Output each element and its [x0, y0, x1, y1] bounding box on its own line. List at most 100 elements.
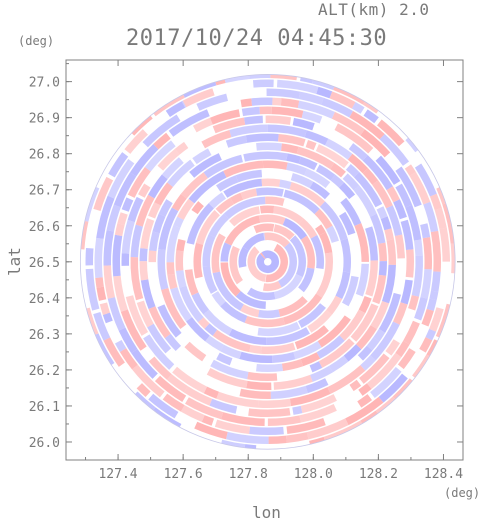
echo-segment: [382, 261, 383, 275]
echo-segment: [203, 134, 230, 145]
echo-segment: [256, 367, 282, 368]
echo-segment: [242, 249, 246, 267]
echo-segment: [344, 240, 347, 272]
echo-segment: [329, 297, 339, 312]
echo-segment: [223, 68, 237, 71]
y-tick-label: 26.2: [29, 364, 60, 379]
echo-segment: [318, 227, 322, 234]
echo-segment: [218, 356, 231, 362]
echo-segment: [177, 218, 181, 226]
echo-segment: [153, 232, 156, 250]
echo-segment: [390, 240, 392, 265]
echo-segment: [227, 436, 269, 441]
echo-segment: [132, 404, 145, 415]
echo-segment: [116, 235, 118, 276]
echo-segment: [363, 358, 373, 368]
echo-segment: [106, 314, 109, 322]
echo-segment: [257, 191, 283, 193]
echo-segment: [464, 249, 465, 278]
echo-segment: [256, 146, 281, 147]
echo-segment: [89, 248, 90, 265]
echo-segment: [268, 128, 306, 134]
echo-segment: [72, 208, 78, 241]
echo-segment: [262, 182, 280, 183]
echo-segment: [183, 104, 184, 105]
echo-segment: [119, 390, 129, 401]
echo-segment: [245, 119, 263, 121]
echo-segment: [398, 343, 406, 355]
echo-segment: [141, 186, 147, 196]
echo-segment: [143, 261, 144, 280]
echo-segment: [195, 204, 202, 212]
echo-segment: [348, 167, 356, 175]
echo-segment: [271, 389, 307, 395]
echo-segment: [260, 209, 273, 210]
echo-segment: [242, 308, 259, 314]
echo-segment: [281, 147, 297, 150]
echo-segment: [360, 386, 369, 393]
echo-segment: [454, 298, 461, 325]
echo-segment: [161, 250, 165, 289]
echo-segment: [134, 226, 139, 258]
echo-segment: [272, 101, 281, 102]
echo-segment: [197, 244, 199, 278]
echo-segment: [206, 236, 212, 267]
echo-segment: [300, 160, 316, 167]
echo-segment: [282, 363, 301, 368]
echo-segment: [311, 365, 321, 369]
echo-segment: [360, 88, 372, 95]
echo-segment: [126, 221, 132, 254]
echo-segment: [359, 397, 369, 404]
echo-segment: [424, 269, 428, 298]
echo-segment: [362, 297, 368, 311]
y-tick-label: 26.4: [29, 292, 60, 307]
echo-segment: [203, 419, 213, 423]
echo-segment: [282, 452, 317, 458]
echo-segment: [139, 386, 148, 394]
echo-segment: [244, 155, 287, 158]
echo-segment: [249, 457, 282, 458]
echo-segment: [369, 228, 375, 261]
echo-segment: [248, 376, 277, 378]
echo-segment: [435, 272, 437, 292]
echo-segment: [180, 270, 183, 286]
echo-segment: [255, 227, 274, 229]
echo-segment: [177, 145, 186, 152]
echo-segment: [230, 128, 268, 133]
echo-segment: [125, 199, 130, 211]
echo-segment: [171, 274, 174, 288]
echo-segment: [145, 280, 152, 308]
echo-segment: [423, 339, 429, 351]
echo-segment: [240, 392, 271, 395]
y-tick-label: 26.3: [29, 328, 60, 343]
echo-segment: [339, 272, 347, 297]
echo-segment: [433, 308, 441, 330]
echo-segment: [329, 227, 335, 241]
echo-segment: [287, 157, 300, 160]
echo-segment: [97, 133, 119, 164]
echo-segment: [222, 348, 240, 355]
echo-segment: [317, 445, 339, 452]
echo-segment: [134, 257, 139, 299]
echo-segment: [156, 215, 162, 232]
echo-segment: [390, 188, 397, 201]
echo-segment: [211, 71, 223, 74]
echo-segment: [152, 251, 153, 262]
echo-segment: [293, 409, 302, 411]
echo-segment: [266, 119, 291, 121]
y-tick-label: 27.0: [29, 76, 60, 91]
echo-segment: [268, 419, 300, 422]
echo-segment: [224, 244, 228, 262]
echo-segment: [372, 421, 382, 428]
y-tick-label: 26.1: [29, 400, 60, 415]
echo-segment: [143, 248, 144, 261]
echo-segment: [263, 164, 287, 166]
echo-segment: [154, 94, 165, 102]
echo-segment: [281, 102, 298, 104]
x-tick-label: 127.4: [98, 467, 137, 482]
x-tick-label: 128.4: [424, 467, 463, 482]
echo-segment: [187, 344, 204, 358]
echo-segment: [201, 320, 207, 326]
echo-segment: [277, 66, 287, 67]
